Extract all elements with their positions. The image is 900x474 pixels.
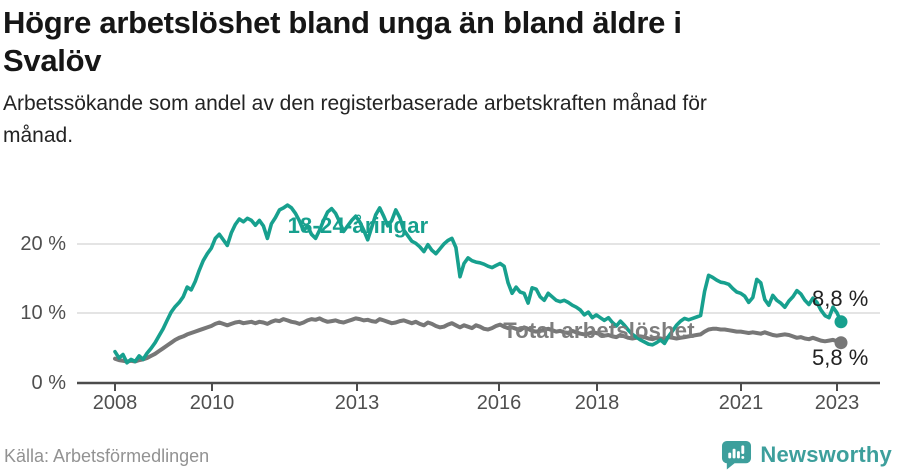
x-tick-2023: 2023 <box>814 392 860 414</box>
x-tick-2016: 2016 <box>476 392 522 414</box>
x-tick-2008: 2008 <box>92 392 138 414</box>
x-tick-2021: 2021 <box>718 392 764 414</box>
page-subtitle: Arbetssökande som andel av den registerb… <box>3 92 707 147</box>
y-tick-20: 20 % <box>20 233 66 255</box>
x-tick-2013: 2013 <box>334 392 380 414</box>
end-value-total: 5,8 % <box>812 345 869 370</box>
series-label-total: Total arbetslöshet <box>503 318 695 343</box>
brand-name: Newsworthy <box>760 442 892 467</box>
brand-logo: Newsworthy <box>721 439 892 471</box>
source-note: Källa: Arbetsförmedlingen <box>4 446 210 466</box>
series-label-young: 18-24-åringar <box>287 213 429 238</box>
series-line-total <box>113 316 843 364</box>
y-tick-0: 0 % <box>31 372 66 394</box>
x-axis-ticks <box>114 384 838 391</box>
series-line-young <box>113 203 843 365</box>
y-tick-10: 10 % <box>20 302 66 324</box>
page-title: Högre arbetslöshet bland unga än bland ä… <box>3 5 682 78</box>
series-end-dot-young <box>834 315 848 329</box>
x-tick-2010: 2010 <box>189 392 235 414</box>
newsworthy-bubble-icon <box>722 440 752 470</box>
end-value-young: 8,8 % <box>812 286 869 311</box>
x-tick-2018: 2018 <box>574 392 620 414</box>
series-end-dot-total <box>834 336 848 350</box>
